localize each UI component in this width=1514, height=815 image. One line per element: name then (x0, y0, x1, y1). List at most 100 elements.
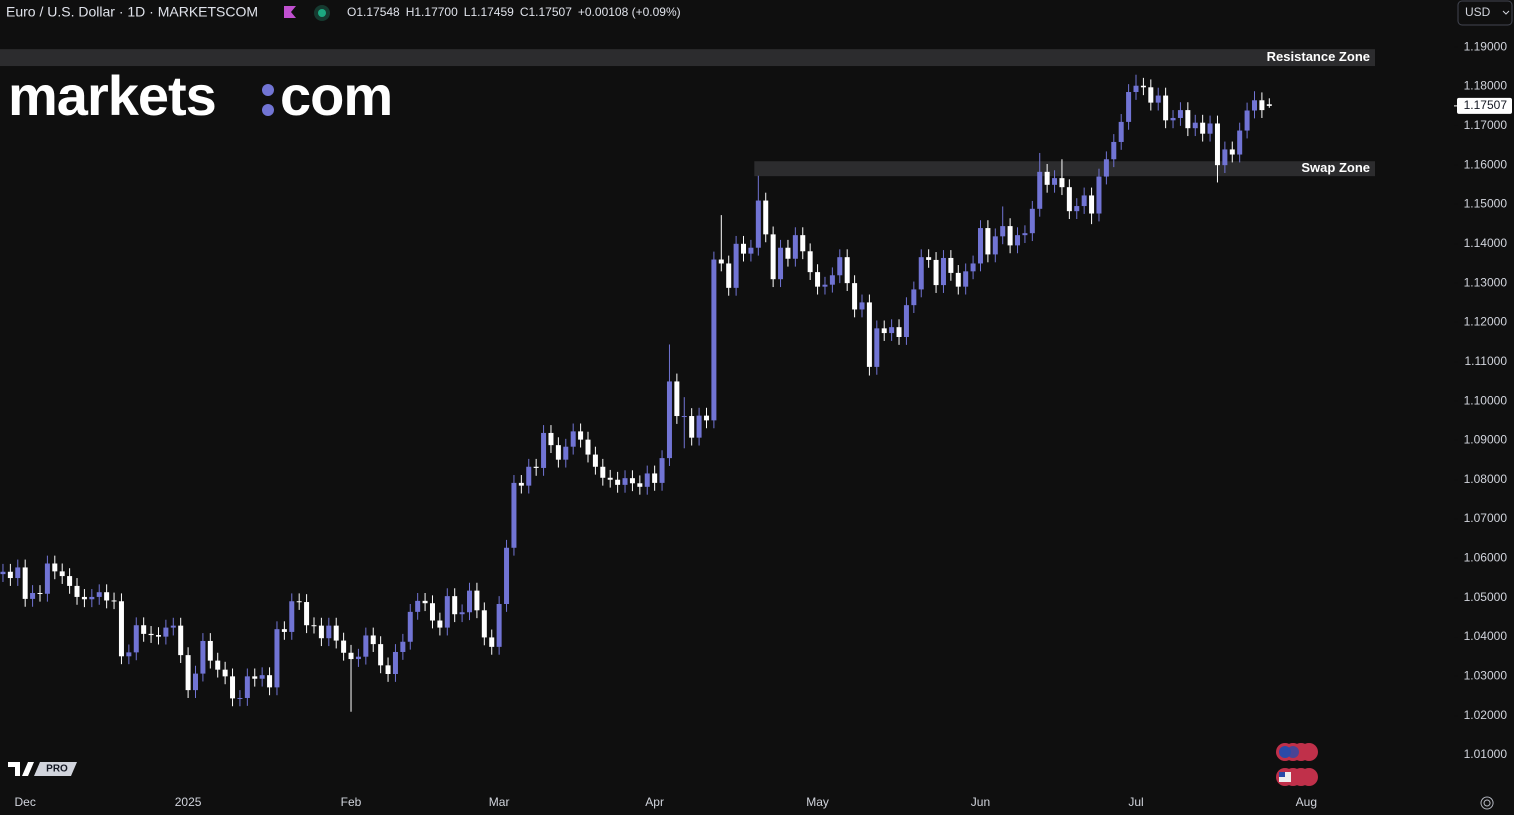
tv-logo: PRO (8, 762, 77, 776)
x-tick-label: Mar (489, 795, 510, 809)
candle-body (67, 576, 73, 586)
candle-body (118, 601, 124, 657)
y-tick-label: 1.16000 (1464, 157, 1508, 171)
candle-body (74, 585, 80, 597)
y-tick-label: 1.08000 (1464, 472, 1508, 486)
candle-body (785, 247, 791, 259)
y-tick-label: 1.04000 (1464, 629, 1508, 643)
candle-body (1044, 171, 1050, 185)
candle-body (977, 228, 983, 264)
candle-body (207, 640, 213, 661)
candle-body (348, 652, 354, 660)
zone-label: Resistance Zone (1267, 49, 1370, 64)
currency-button[interactable] (1457, 0, 1513, 26)
candle-body (748, 247, 754, 254)
candle-body (7, 571, 13, 579)
x-tick-label: Dec (15, 795, 36, 809)
candle-body (592, 454, 598, 467)
candle-body (955, 272, 961, 287)
candle-body (992, 236, 998, 255)
candle-body (1015, 235, 1021, 246)
y-tick-label: 1.11000 (1465, 354, 1508, 368)
candle-body (281, 629, 287, 632)
candle-body (30, 592, 36, 599)
candle-body (1229, 149, 1235, 155)
candle-body (37, 592, 43, 594)
tv-mark (8, 762, 34, 776)
candle-body (244, 676, 250, 698)
last-price-label: 1.17507 (1464, 98, 1508, 112)
candle-body (104, 592, 110, 601)
logo-dot (262, 104, 274, 116)
candle-body (696, 415, 702, 438)
zone (0, 49, 1375, 67)
candle-body (1155, 95, 1161, 103)
zone (754, 161, 1375, 177)
y-tick-label: 1.19000 (1464, 39, 1508, 53)
candle-body (304, 602, 310, 626)
candle-body (1007, 226, 1013, 246)
last-price-box (1457, 97, 1512, 114)
candle-body (866, 302, 872, 367)
candle-body (274, 629, 280, 688)
candle-body (807, 251, 813, 273)
candle-body (563, 446, 569, 460)
candle-body (1089, 195, 1095, 214)
candle-body (474, 590, 480, 611)
ohlc-legend: O1.17548 H1.17700 L1.17459 C1.17507 +0.00108… (347, 5, 681, 19)
candle-body (770, 234, 776, 280)
candle-body (526, 466, 532, 486)
candle-body (763, 200, 769, 235)
y-tick-label: 1.10000 (1464, 393, 1508, 407)
logo-dot (262, 84, 274, 96)
status-dot (318, 9, 326, 17)
candle-body (81, 596, 87, 600)
candle-body (489, 637, 495, 647)
candle-body (1244, 110, 1250, 131)
candle-body (437, 620, 443, 628)
currency-label[interactable]: USD (1465, 5, 1491, 19)
candle-body (689, 416, 695, 438)
candle-body (570, 431, 576, 447)
candle-body (422, 600, 428, 604)
candle-body (703, 415, 709, 421)
candle-body (548, 432, 554, 446)
candle-body (252, 676, 258, 679)
candle-body (407, 611, 413, 642)
candle-body (578, 431, 584, 440)
candle-body (444, 596, 450, 628)
candle-body (429, 603, 435, 621)
candle-body (237, 697, 243, 699)
y-tick-label: 1.15000 (1464, 197, 1508, 211)
candle-body (940, 257, 946, 286)
candle-body (148, 633, 154, 636)
candle-body (311, 625, 317, 627)
candle-body (1096, 176, 1102, 214)
settings-icon[interactable] (1480, 796, 1494, 810)
badge-bg (34, 762, 77, 776)
candle-body (133, 625, 139, 653)
candle-body (511, 482, 517, 548)
y-tick-label: 1.06000 (1464, 551, 1508, 565)
candle-body (259, 675, 265, 679)
candle-body (1052, 178, 1058, 185)
candle-body (741, 243, 747, 254)
candle-body (370, 635, 376, 645)
legend-value: +0.00108 (+0.09%) (578, 5, 681, 19)
y-tick-label: 1.03000 (1464, 669, 1508, 683)
candle-body (533, 466, 539, 468)
candle-body (15, 567, 21, 579)
candle-body (792, 235, 798, 259)
candle-body (1163, 95, 1169, 121)
x-tick-label: Feb (341, 795, 362, 809)
candle-body (0, 571, 6, 575)
candle-body (800, 235, 806, 252)
candle-body (666, 381, 672, 459)
candle-body (555, 445, 561, 460)
candle-body (896, 327, 902, 337)
candle-body (963, 271, 969, 287)
candle-body (718, 259, 724, 264)
candle-body (778, 247, 784, 280)
candle-body (711, 259, 717, 421)
